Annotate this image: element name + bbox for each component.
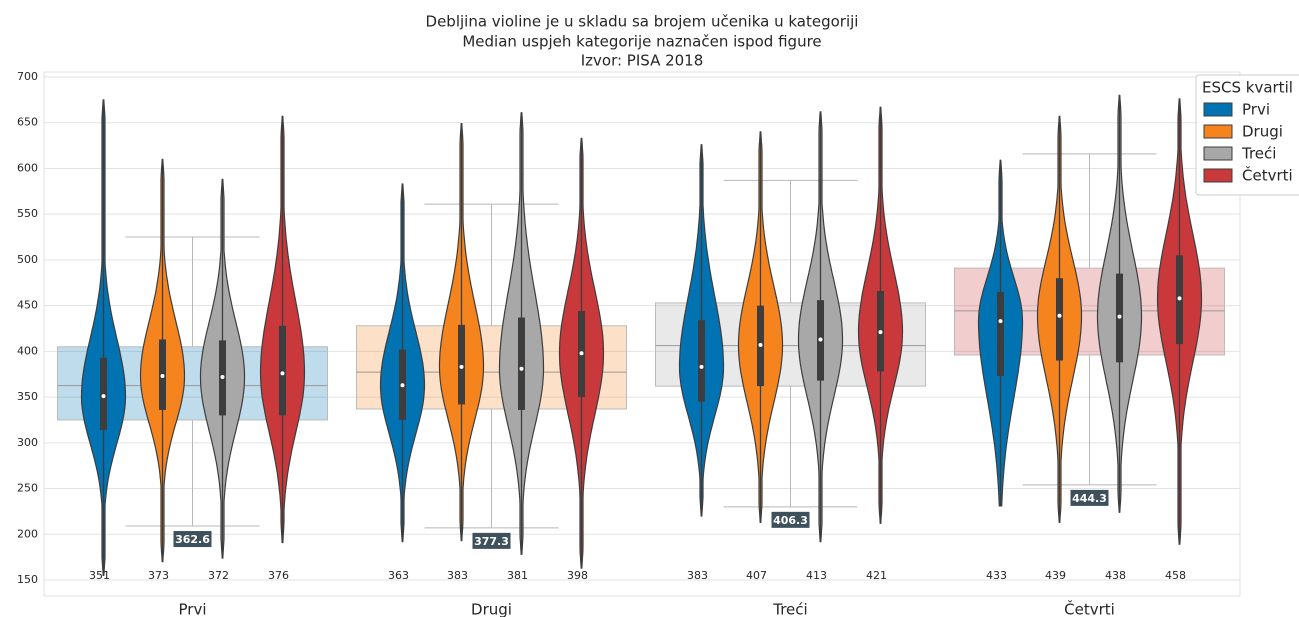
median-label: 407 bbox=[746, 569, 767, 582]
y-tick-label: 250 bbox=[17, 482, 38, 495]
violin-median bbox=[160, 374, 165, 379]
violin-box bbox=[100, 357, 107, 431]
x-tick-label: Četvrti bbox=[1064, 600, 1115, 617]
y-tick-label: 600 bbox=[17, 161, 38, 174]
group-median-label-bg bbox=[1070, 489, 1109, 506]
plot-frame bbox=[43, 71, 1241, 597]
y-tick-label: 450 bbox=[17, 299, 38, 312]
median-label: 383 bbox=[687, 569, 708, 582]
group-median-label: 362.6 bbox=[175, 533, 210, 546]
violin-median bbox=[1117, 314, 1122, 319]
legend-label: Četvrti bbox=[1242, 166, 1293, 185]
y-tick-label: 200 bbox=[17, 527, 38, 540]
group-median-label-bg bbox=[472, 532, 511, 549]
violin-box bbox=[698, 320, 705, 402]
chart-title: Debljina violine je u skladu sa brojem u… bbox=[426, 13, 859, 31]
median-label: 439 bbox=[1045, 569, 1066, 582]
violin-box bbox=[518, 317, 525, 410]
median-label: 421 bbox=[866, 569, 887, 582]
group-median-label: 444.3 bbox=[1072, 492, 1107, 505]
legend-swatch bbox=[1203, 168, 1233, 183]
violin-median bbox=[459, 364, 464, 369]
group-median-label-bg bbox=[771, 511, 810, 528]
median-label: 381 bbox=[507, 569, 528, 582]
violin-median bbox=[1057, 313, 1062, 318]
median-label: 383 bbox=[447, 569, 468, 582]
violin-box bbox=[997, 291, 1004, 377]
violin-median bbox=[699, 364, 704, 369]
violin-median bbox=[878, 330, 883, 335]
y-tick-label: 550 bbox=[17, 207, 38, 220]
violin-box bbox=[1056, 278, 1063, 361]
x-tick-label: Prvi bbox=[179, 601, 207, 617]
violin-median bbox=[280, 371, 285, 376]
median-label: 433 bbox=[986, 569, 1007, 582]
y-tick-label: 350 bbox=[17, 390, 38, 403]
violin-median bbox=[519, 366, 524, 371]
legend-swatch bbox=[1203, 124, 1233, 139]
violin-median bbox=[758, 342, 763, 347]
median-label: 413 bbox=[806, 569, 827, 582]
legend-label: Treći bbox=[1241, 145, 1276, 163]
median-label: 351 bbox=[89, 569, 110, 582]
legend-swatch bbox=[1203, 146, 1233, 161]
violin-median bbox=[818, 337, 823, 342]
median-label: 372 bbox=[208, 569, 229, 582]
violin-median bbox=[998, 319, 1003, 324]
violin-median bbox=[101, 394, 106, 399]
legend-label: Prvi bbox=[1242, 101, 1270, 119]
group-median-label-bg bbox=[173, 531, 212, 548]
x-tick-label: Drugi bbox=[471, 601, 512, 617]
y-tick-label: 150 bbox=[17, 573, 38, 586]
violin-median bbox=[1177, 296, 1182, 301]
chart-title: Median uspjeh kategorije naznačen ispod … bbox=[462, 33, 821, 51]
legend-swatch bbox=[1203, 102, 1233, 117]
median-label: 398 bbox=[567, 569, 588, 582]
y-tick-label: 500 bbox=[17, 253, 38, 266]
median-label: 458 bbox=[1165, 569, 1186, 582]
group-median-label: 406.3 bbox=[773, 514, 808, 527]
x-tick-label: Treći bbox=[772, 601, 807, 617]
legend-title: ESCS kvartil bbox=[1202, 79, 1293, 97]
median-label: 376 bbox=[268, 569, 289, 582]
violin-box bbox=[279, 325, 286, 416]
violin-median bbox=[220, 374, 225, 379]
violin-median bbox=[579, 351, 584, 356]
group-median-label: 377.3 bbox=[474, 535, 509, 548]
legend-label: Drugi bbox=[1242, 123, 1283, 141]
y-tick-label: 300 bbox=[17, 436, 38, 449]
violin-box bbox=[458, 324, 465, 405]
chart-title: Izvor: PISA 2018 bbox=[581, 52, 704, 70]
y-tick-label: 650 bbox=[17, 116, 38, 129]
median-label: 438 bbox=[1105, 569, 1126, 582]
median-label: 363 bbox=[388, 569, 409, 582]
y-tick-label: 700 bbox=[17, 70, 38, 83]
violin-median bbox=[400, 383, 405, 388]
y-tick-label: 400 bbox=[17, 344, 38, 357]
median-label: 373 bbox=[148, 569, 169, 582]
